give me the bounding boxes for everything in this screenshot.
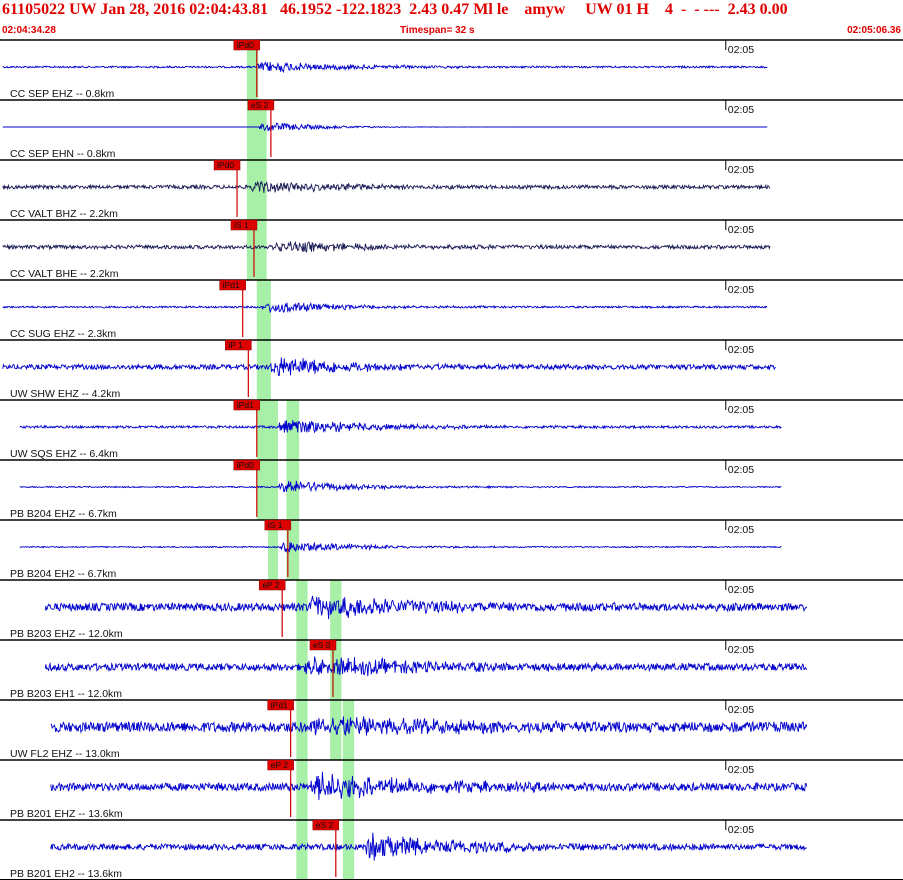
station-label: CC SUG EHZ -- 2.3km: [10, 328, 116, 340]
trace-row[interactable]: 02:05 iPd0 CC VALT BHZ -- 2.2km: [0, 159, 903, 220]
waveform: [44, 595, 808, 620]
pick-flag[interactable]: [309, 639, 337, 651]
station-label: UW SQS EHZ -- 6.4km: [10, 448, 118, 460]
trace-row[interactable]: 02:05 iPd1 CC SUG EHZ -- 2.3km: [0, 279, 903, 340]
station-label: PB B201 EHZ -- 13.6km: [10, 808, 123, 820]
waveform: [44, 656, 808, 677]
trace-row[interactable]: 02:05 eP 2 PB B201 EHZ -- 13.6km: [0, 759, 903, 820]
trace-row[interactable]: 02:05 eP 2 PB B203 EHZ -- 12.0km: [0, 579, 903, 640]
station-label: UW FL2 EHZ -- 13.0km: [10, 748, 120, 760]
pick-window-highlight: [330, 580, 342, 760]
waveform: [2, 180, 771, 194]
station-label: PB B203 EHZ -- 12.0km: [10, 628, 123, 640]
trace-row[interactable]: 02:05 iS 1 CC VALT BHE -- 2.2km: [0, 219, 903, 280]
waveform: [19, 420, 782, 434]
time-tick-label: 02:05: [728, 44, 754, 56]
start-time-label: 02:04:34.28: [2, 25, 56, 36]
trace-row[interactable]: 02:05 iP 1 UW SHW EHZ -- 4.2km: [0, 339, 903, 400]
pick-flag[interactable]: [267, 759, 294, 771]
pick-window-highlight: [246, 40, 259, 100]
time-tick-label: 02:05: [728, 164, 754, 176]
pick-phase-label: iS 1: [268, 520, 283, 530]
station-label: CC VALT BHZ -- 2.2km: [10, 208, 118, 220]
pick-flag[interactable]: [213, 159, 241, 171]
trace-row[interactable]: 02:05 eS 2 PB B201 EH2 -- 13.6km: [0, 819, 903, 880]
event-summary-title: 61105022 UW Jan 28, 2016 02:04:43.81 46.…: [2, 1, 788, 18]
waveform: [19, 541, 782, 553]
pick-flag[interactable]: [225, 339, 252, 351]
pick-phase-label: iPd0: [217, 160, 234, 170]
pick-flag[interactable]: [264, 519, 292, 531]
timespan-label: Timespan= 32 s: [400, 25, 475, 36]
pick-flag[interactable]: [267, 699, 294, 711]
waveform: [19, 480, 782, 493]
time-tick-label: 02:05: [728, 104, 754, 116]
end-time-label: 02:05:06.36: [847, 25, 901, 36]
station-label: CC VALT BHE -- 2.2km: [10, 268, 119, 280]
trace-row[interactable]: 02:05 eS 2 CC SEP EHN -- 0.8km: [0, 99, 903, 160]
pick-phase-label: eS 0: [313, 640, 331, 650]
station-label: PB B204 EHZ -- 6.7km: [10, 508, 117, 520]
pick-phase-label: eS 2: [251, 100, 269, 110]
time-tick-label: 02:05: [728, 764, 754, 776]
pick-phase-label: eP 2: [262, 580, 280, 590]
waveform: [2, 122, 768, 132]
pick-phase-label: iPd0: [237, 40, 254, 50]
waveform: [50, 716, 808, 736]
trace-row[interactable]: 02:05 iPd0 CC SEP EHZ -- 0.8km: [0, 39, 903, 100]
waveform: [2, 301, 768, 314]
pick-flag[interactable]: [219, 279, 246, 291]
pick-phase-label: iPd1: [223, 280, 240, 290]
event-header: 61105022 UW Jan 28, 2016 02:04:43.81 46.…: [0, 0, 903, 40]
time-tick-label: 02:05: [728, 704, 754, 716]
time-tick-label: 02:05: [728, 644, 754, 656]
pick-phase-label: eS 2: [316, 820, 334, 830]
pick-flag[interactable]: [233, 459, 261, 471]
pick-flag[interactable]: [258, 579, 286, 591]
pick-phase-label: iPd1: [271, 700, 288, 710]
pick-flag[interactable]: [233, 39, 261, 51]
pick-flag[interactable]: [312, 819, 340, 831]
pick-window-highlight: [268, 400, 278, 580]
trace-row[interactable]: 02:05 iS 1 PB B204 EH2 -- 6.7km: [0, 519, 903, 580]
time-tick-label: 02:05: [728, 464, 754, 476]
station-label: CC SEP EHZ -- 0.8km: [10, 88, 114, 100]
time-tick-label: 02:05: [728, 584, 754, 596]
station-label: PB B203 EH1 -- 12.0km: [10, 688, 122, 700]
pick-phase-label: iPd1: [237, 400, 254, 410]
station-label: UW SHW EHZ -- 4.2km: [10, 388, 120, 400]
pick-window-highlight: [286, 400, 300, 580]
trace-row[interactable]: 02:05 iPd1 UW FL2 EHZ -- 13.0km: [0, 699, 903, 760]
pick-phase-label: iP 1: [228, 340, 243, 350]
pick-phase-label: iS 1: [234, 220, 249, 230]
waveform: [2, 357, 776, 377]
time-tick-label: 02:05: [728, 404, 754, 416]
pick-flag[interactable]: [230, 219, 258, 231]
time-tick-label: 02:05: [728, 284, 754, 296]
time-tick-label: 02:05: [728, 344, 754, 356]
pick-window-highlight: [246, 100, 267, 280]
waveform: [50, 771, 808, 801]
station-label: CC SEP EHN -- 0.8km: [10, 148, 116, 160]
pick-phase-label: iPd0: [237, 460, 254, 470]
waveform: [2, 240, 771, 253]
time-tick-label: 02:05: [728, 224, 754, 236]
pick-phase-label: eP 2: [271, 760, 289, 770]
waveform: [50, 832, 807, 861]
station-label: PB B201 EH2 -- 13.6km: [10, 868, 122, 880]
time-tick-label: 02:05: [728, 824, 754, 836]
station-label: PB B204 EH2 -- 6.7km: [10, 568, 116, 580]
trace-row[interactable]: 02:05 iPd1 UW SQS EHZ -- 6.4km: [0, 399, 903, 460]
trace-row[interactable]: 02:05 eS 0 PB B203 EH1 -- 12.0km: [0, 639, 903, 700]
waveform: [2, 61, 768, 74]
pick-flag[interactable]: [247, 99, 275, 111]
pick-flag[interactable]: [233, 399, 261, 411]
time-tick-label: 02:05: [728, 524, 754, 536]
trace-row[interactable]: 02:05 iPd0 PB B204 EHZ -- 6.7km: [0, 459, 903, 520]
